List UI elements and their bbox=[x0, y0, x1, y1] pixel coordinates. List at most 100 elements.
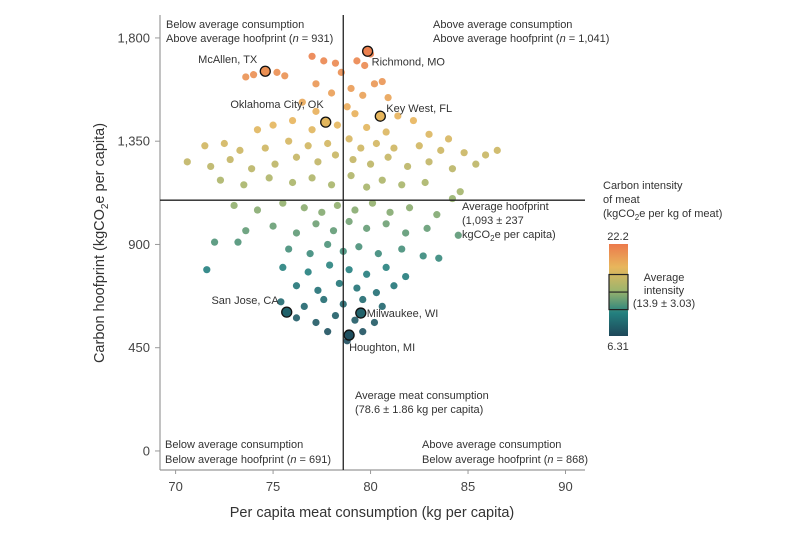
data-point bbox=[444, 135, 453, 143]
data-point bbox=[285, 245, 293, 253]
quadrant-label-top-left: Below average consumption Above average … bbox=[166, 19, 333, 45]
x-tick-label: 90 bbox=[558, 479, 572, 494]
data-point bbox=[327, 181, 336, 189]
svg-text:Below average consumption: Below average consumption bbox=[166, 19, 304, 31]
highlighted-point bbox=[355, 307, 367, 319]
data-point bbox=[333, 201, 342, 210]
data-point bbox=[324, 240, 332, 249]
data-point bbox=[292, 153, 301, 161]
svg-text:Above average consumption: Above average consumption bbox=[433, 19, 572, 31]
data-point bbox=[370, 80, 379, 88]
data-point bbox=[304, 142, 312, 150]
data-point bbox=[421, 178, 429, 187]
svg-text:Average: Average bbox=[644, 272, 685, 284]
data-point bbox=[382, 263, 390, 271]
data-point bbox=[216, 176, 225, 184]
highlighted-point bbox=[281, 306, 293, 318]
data-point bbox=[248, 165, 256, 173]
data-point bbox=[454, 231, 462, 239]
data-point bbox=[271, 160, 279, 168]
data-point bbox=[359, 91, 367, 99]
data-points bbox=[183, 50, 501, 345]
data-point bbox=[363, 123, 371, 132]
data-point bbox=[292, 229, 301, 237]
data-point bbox=[279, 263, 287, 271]
colorbar-legend: Carbon intensity of meat (kgCO2e per kg … bbox=[603, 180, 722, 353]
city-label: San Jose, CA bbox=[211, 295, 279, 307]
data-point bbox=[236, 146, 244, 154]
data-point bbox=[261, 144, 269, 152]
data-point bbox=[384, 153, 392, 161]
data-point bbox=[353, 57, 361, 65]
data-point bbox=[320, 57, 328, 65]
svg-text:Below average hoofprint (n = 8: Below average hoofprint (n = 868) bbox=[422, 454, 588, 466]
data-point bbox=[318, 208, 326, 216]
data-point bbox=[292, 282, 301, 290]
data-point bbox=[329, 227, 338, 235]
city-label: Milwaukee, WI bbox=[367, 308, 439, 320]
data-point bbox=[314, 158, 322, 166]
data-point bbox=[240, 181, 248, 189]
data-point bbox=[230, 201, 238, 210]
data-point bbox=[409, 116, 418, 125]
svg-text:of meat: of meat bbox=[603, 194, 640, 206]
highlighted-point bbox=[320, 116, 332, 128]
data-point bbox=[249, 71, 258, 79]
data-point bbox=[355, 243, 363, 251]
data-point bbox=[343, 103, 351, 111]
data-point bbox=[183, 158, 191, 166]
data-point bbox=[345, 135, 353, 143]
city-label: McAllen, TX bbox=[198, 54, 258, 66]
city-label: Richmond, MO bbox=[372, 56, 446, 68]
data-point bbox=[390, 144, 398, 152]
data-point bbox=[345, 217, 353, 226]
svg-text:Average meat consumption: Average meat consumption bbox=[355, 390, 489, 402]
city-label: Houghton, MI bbox=[349, 342, 415, 354]
data-point bbox=[448, 194, 457, 203]
svg-text:Above average consumption: Above average consumption bbox=[422, 439, 561, 451]
data-point bbox=[306, 250, 314, 258]
data-point bbox=[368, 199, 377, 207]
data-point bbox=[207, 162, 215, 171]
data-point bbox=[234, 238, 242, 246]
city-label: Oklahoma City, OK bbox=[230, 99, 324, 111]
svg-text:Below average consumption: Below average consumption bbox=[165, 439, 303, 451]
data-point bbox=[433, 211, 441, 219]
data-point bbox=[390, 282, 398, 290]
data-point bbox=[363, 270, 371, 278]
svg-text:Average hoofprint: Average hoofprint bbox=[462, 201, 549, 213]
data-point bbox=[220, 139, 228, 148]
data-point bbox=[351, 316, 359, 324]
x-axis-label: Per capita meat consumption (kg per capi… bbox=[230, 505, 515, 521]
data-point bbox=[320, 295, 328, 304]
highlighted-point bbox=[361, 45, 374, 57]
data-point bbox=[359, 328, 367, 336]
data-point bbox=[333, 121, 342, 129]
svg-text:(kgCO2e per kg of meat): (kgCO2e per kg of meat) bbox=[603, 208, 722, 222]
data-point bbox=[435, 254, 443, 262]
data-point bbox=[423, 224, 431, 232]
data-point bbox=[312, 107, 320, 115]
data-point bbox=[374, 250, 382, 258]
data-point bbox=[312, 80, 320, 88]
data-point bbox=[386, 208, 394, 216]
x-ticks: 70 75 80 85 90 bbox=[168, 470, 573, 494]
city-label: Key West, FL bbox=[386, 103, 452, 115]
data-point bbox=[279, 199, 287, 207]
data-point bbox=[378, 302, 386, 311]
svg-text:(1,093 ± 237: (1,093 ± 237 bbox=[462, 215, 524, 227]
data-point bbox=[460, 149, 468, 157]
data-point bbox=[253, 206, 262, 214]
quadrant-label-bottom-right: Above average consumption Below average … bbox=[422, 439, 588, 466]
data-point bbox=[327, 89, 336, 97]
data-point bbox=[242, 73, 250, 81]
data-point bbox=[359, 295, 367, 304]
data-point bbox=[398, 245, 406, 253]
data-point bbox=[357, 144, 365, 152]
data-point bbox=[265, 174, 273, 182]
svg-text:Below average hoofprint (n = 6: Below average hoofprint (n = 691) bbox=[165, 454, 331, 466]
highlighted-point bbox=[374, 110, 386, 122]
data-point bbox=[269, 222, 277, 230]
data-point bbox=[372, 289, 380, 297]
data-point bbox=[384, 94, 392, 102]
